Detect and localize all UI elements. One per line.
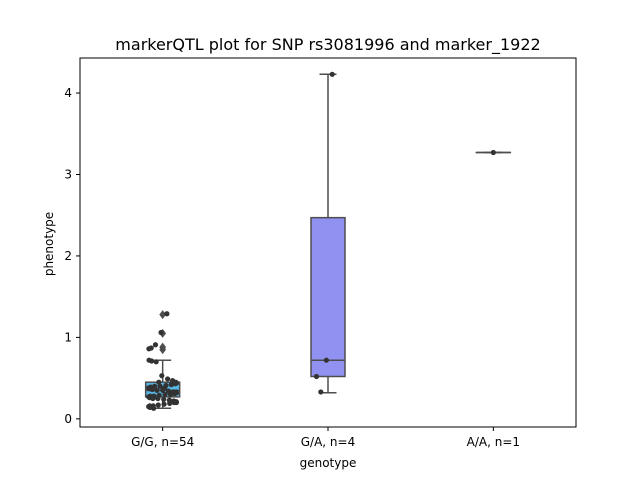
data-point: [161, 401, 167, 407]
data-point: [155, 395, 161, 402]
data-point: [168, 382, 174, 388]
y-tick-label: 3: [64, 167, 72, 181]
data-point: [313, 373, 320, 380]
data-point: [162, 391, 168, 398]
data-point: [323, 357, 329, 363]
data-point: [149, 358, 155, 364]
outlier-marker: [159, 310, 167, 320]
data-point: [159, 373, 165, 379]
data-point: [167, 391, 174, 398]
y-axis-ticks: 0 1 2 3 4: [64, 86, 80, 426]
data-point: [149, 386, 155, 393]
x-tick-label: G/G, n=54: [131, 435, 194, 449]
x-tick-label: A/A, n=1: [467, 435, 520, 449]
data-point: [156, 379, 162, 385]
x-tick-label: G/A, n=4: [301, 435, 355, 449]
box-group: [310, 73, 346, 394]
data-point: [490, 149, 496, 156]
data-point: [154, 387, 160, 393]
data-point: [153, 359, 159, 365]
x-axis-ticks: G/G, n=54 G/A, n=4 A/A, n=1: [131, 427, 520, 449]
y-tick-label: 1: [64, 330, 72, 344]
data-point: [171, 391, 178, 397]
data-point: [151, 405, 157, 411]
x-axis-label: genotype: [300, 456, 357, 470]
points-group: [146, 311, 180, 411]
box-body: [310, 216, 346, 378]
data-point: [167, 400, 173, 406]
outlier-marker: [159, 342, 167, 352]
data-point: [329, 71, 335, 77]
points-group: [490, 149, 496, 156]
data-point: [157, 383, 163, 389]
data-point: [318, 389, 324, 395]
y-axis-label: phenotype: [42, 212, 56, 276]
y-tick-label: 2: [64, 249, 72, 263]
data-point: [146, 346, 152, 352]
y-tick-label: 0: [64, 412, 72, 426]
data-point: [171, 399, 177, 406]
data-point: [150, 395, 156, 402]
data-point: [164, 311, 170, 317]
y-tick-label: 4: [64, 86, 72, 100]
points-group: [313, 71, 335, 395]
plot-area: [144, 71, 512, 411]
data-point: [155, 402, 161, 408]
chart-title: markerQTL plot for SNP rs3081996 and mar…: [115, 35, 540, 55]
data-point: [165, 376, 171, 382]
data-point: [161, 396, 167, 402]
data-point: [162, 385, 168, 391]
data-point: [158, 329, 164, 336]
plot-frame: [79, 57, 577, 428]
data-point: [152, 342, 159, 348]
